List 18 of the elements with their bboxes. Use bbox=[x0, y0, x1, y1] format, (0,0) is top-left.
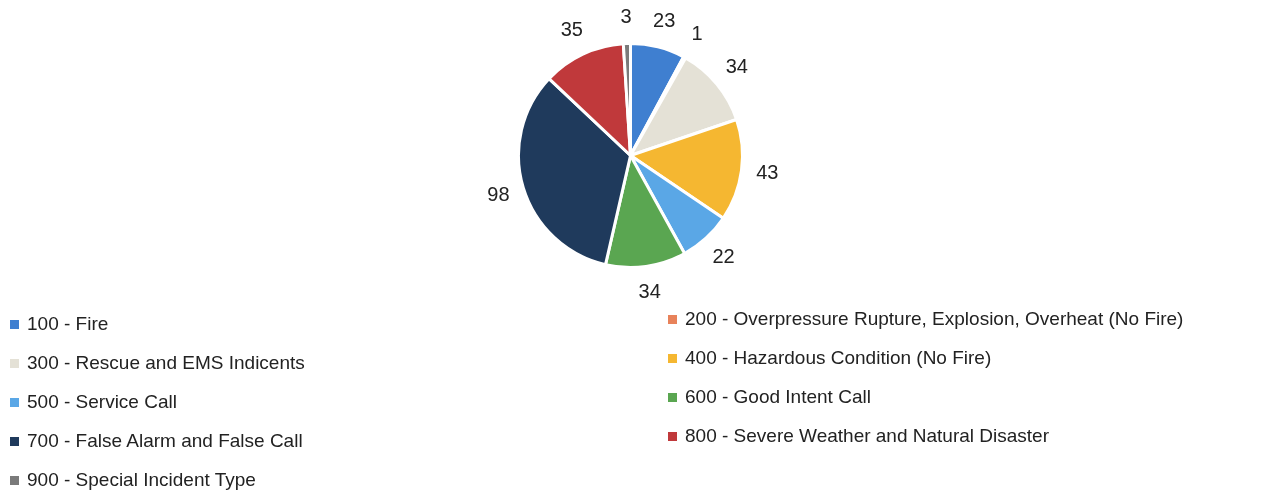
legend-label: 700 - False Alarm and False Call bbox=[27, 430, 303, 452]
legend-label: 900 - Special Incident Type bbox=[27, 469, 256, 491]
data-label: 35 bbox=[560, 18, 583, 41]
data-label: 23 bbox=[653, 9, 676, 32]
data-label: 22 bbox=[712, 244, 735, 267]
data-label: 1 bbox=[691, 22, 703, 45]
legend-label: 600 - Good Intent Call bbox=[685, 386, 871, 408]
data-label: 34 bbox=[638, 279, 661, 302]
legend-label: 500 - Service Call bbox=[27, 391, 177, 413]
data-label: 34 bbox=[725, 55, 748, 78]
data-label: 98 bbox=[487, 183, 510, 206]
legend-label: 800 - Severe Weather and Natural Disaster bbox=[685, 425, 1049, 447]
legend-label: 300 - Rescue and EMS Indicents bbox=[27, 352, 305, 374]
legend-label: 400 - Hazardous Condition (No Fire) bbox=[685, 347, 992, 369]
legend-label: 200 - Overpressure Rupture, Explosion, Overheat (No Fire) bbox=[685, 308, 1184, 330]
data-label: 43 bbox=[756, 161, 779, 184]
data-label: 3 bbox=[620, 5, 632, 28]
legend-label: 100 - Fire bbox=[27, 313, 109, 335]
